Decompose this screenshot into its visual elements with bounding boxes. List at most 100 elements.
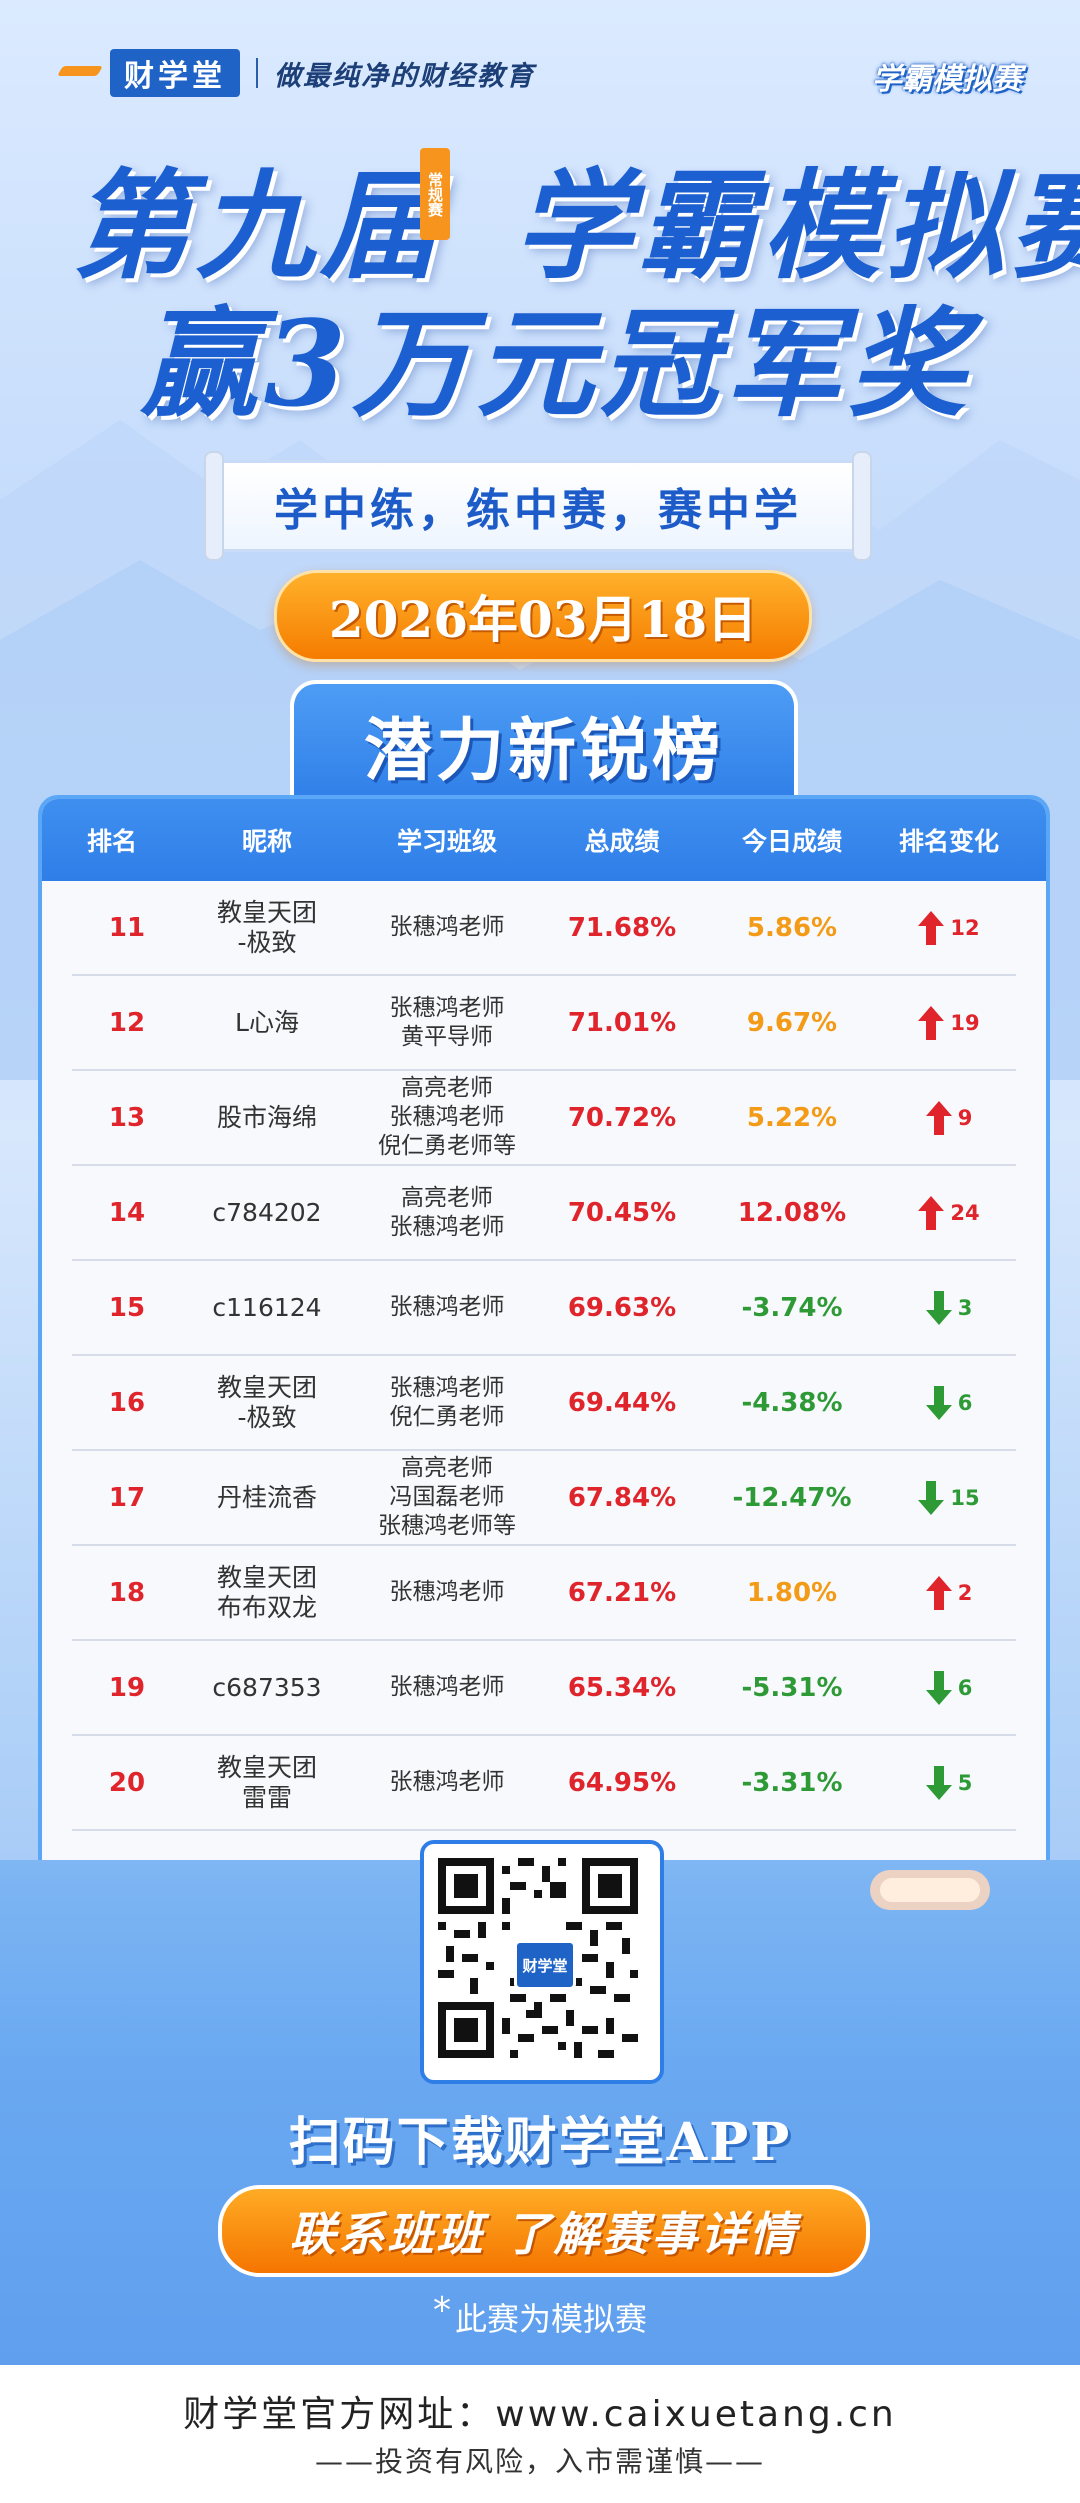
class-line: 黄平导师 (401, 1023, 493, 1050)
today-score-cell: -12.47% (732, 1482, 852, 1513)
rank-change-value: 5 (957, 1770, 973, 1795)
rank-change-value: 9 (957, 1105, 973, 1130)
total-score-cell: 71.01% (567, 1007, 677, 1038)
nickname-cell: 教皇天团 布布双龙 (182, 1563, 352, 1623)
total-score-cell: 69.63% (567, 1292, 677, 1323)
nickname-line: 丹桂流香 (216, 1482, 317, 1512)
rank-change-cell: 6 (882, 1385, 1016, 1420)
nickname-cell: 股市海绵 (182, 1103, 352, 1133)
rank-cell: 16 (108, 1387, 146, 1418)
nickname-cell: 教皇天团 -极致 (182, 1373, 352, 1433)
class-cell: 张穗鸿老师 (352, 1578, 542, 1607)
rank-change-value: 12 (950, 915, 980, 940)
total-score-cell: 71.68% (567, 912, 677, 943)
nickname-cell: 教皇天团 雷雷 (182, 1753, 352, 1813)
date-badge: 2026年03月18日 (274, 570, 812, 662)
nickname-line: 教皇天团 (216, 897, 317, 927)
class-cell: 张穗鸿老师 (352, 1673, 542, 1702)
scan-download-text: 扫码下载财学堂APP (288, 2112, 792, 2173)
total-score-cell: 70.45% (567, 1197, 677, 1228)
nickname-line: 教皇天团 (216, 1752, 317, 1782)
brand-slogan: 做最纯净的财经教育 (274, 60, 535, 92)
nickname-line: c687353 (212, 1672, 322, 1702)
class-cell: 高亮老师 冯国磊老师 张穗鸿老师等 (352, 1454, 542, 1541)
nickname-line: c116124 (212, 1292, 322, 1322)
today-score-cell: -3.31% (741, 1767, 843, 1798)
rank-change-cell: 12 (882, 910, 1016, 945)
class-line: 张穗鸿老师 (389, 1769, 505, 1795)
title-event-name: 学霸模拟赛 (514, 156, 1080, 295)
nickname-line: 教皇天团 (216, 1562, 317, 1592)
class-line: 高亮老师 (401, 1455, 493, 1481)
official-website[interactable]: 财学堂官方网址：www.caixuetang.cn (183, 2394, 897, 2435)
arrow-up-icon (918, 1195, 945, 1230)
today-score-cell: 5.22% (746, 1102, 838, 1133)
list-title: 潜力新锐榜 (290, 680, 798, 804)
rank-change-cell: 3 (882, 1290, 1016, 1325)
class-line: 张穗鸿老师 (389, 1579, 505, 1605)
table-row: 16 教皇天团 -极致 张穗鸿老师 倪仁勇老师 69.44% -4.38% 6 (72, 1356, 1016, 1451)
arrow-up-icon (925, 1100, 952, 1135)
table-row: 14 c784202 高亮老师 张穗鸿老师 70.45% 12.08% 24 (72, 1166, 1016, 1261)
class-cell: 张穗鸿老师 黄平导师 (352, 994, 542, 1052)
rank-cell: 18 (108, 1577, 146, 1608)
scroll-decoration-icon (870, 1870, 990, 1910)
total-score-cell: 64.95% (567, 1767, 677, 1798)
nickname-cell: c687353 (182, 1673, 352, 1703)
class-line: 倪仁勇老师 (389, 1403, 505, 1430)
event-title-line1: 第九届 学霸模拟赛 (72, 130, 1080, 301)
table-row: 11 教皇天团 -极致 张穗鸿老师 71.68% 5.86% 12 (72, 881, 1016, 976)
class-line: 张穗鸿老师 (389, 1374, 505, 1401)
nickname-line: 布布双龙 (216, 1592, 317, 1622)
today-score-cell: 1.80% (746, 1577, 838, 1608)
arrow-up-icon (918, 910, 945, 945)
rank-change-value: 3 (957, 1295, 973, 1320)
header-rank: 排名 (86, 827, 137, 856)
class-cell: 张穗鸿老师 (352, 1293, 542, 1322)
arrow-down-icon (925, 1765, 952, 1800)
header-class: 学习班级 (396, 827, 497, 856)
nickname-cell: c116124 (182, 1293, 352, 1323)
rank-change-value: 6 (957, 1675, 973, 1700)
risk-warning: ——投资有风险，入市需谨慎—— (314, 2445, 765, 2478)
nickname-cell: 丹桂流香 (182, 1483, 352, 1513)
total-score-cell: 69.44% (567, 1387, 677, 1418)
class-cell: 高亮老师 张穗鸿老师 倪仁勇老师等 (352, 1074, 542, 1161)
nickname-line: c784202 (212, 1197, 322, 1227)
download-qr-code[interactable]: 财学堂 (420, 1840, 664, 2084)
rank-change-cell: 6 (882, 1670, 1016, 1705)
table-row: 18 教皇天团 布布双龙 张穗鸿老师 67.21% 1.80% 2 (72, 1546, 1016, 1641)
nickname-line: -极致 (237, 927, 297, 957)
rank-change-cell: 2 (882, 1575, 1016, 1610)
header-change: 排名变化 (898, 827, 999, 856)
nickname-cell: 教皇天团 -极致 (182, 898, 352, 958)
rank-cell: 19 (108, 1672, 146, 1703)
rank-change-value: 2 (957, 1580, 973, 1605)
asterisk-icon: * (432, 2290, 451, 2331)
contact-button[interactable]: 联系班班 了解赛事详情 (218, 2185, 870, 2277)
brand-bar: 财学堂 做最纯净的财经教育 (60, 48, 535, 98)
rank-change-cell: 19 (882, 1005, 1016, 1040)
nickname-line: -极致 (237, 1402, 297, 1432)
rank-change-cell: 5 (882, 1765, 1016, 1800)
class-line: 高亮老师 (401, 1184, 493, 1211)
table-header: 排名 昵称 学习班级 总成绩 今日成绩 排名变化 (42, 799, 1046, 881)
rank-cell: 15 (108, 1292, 146, 1323)
brand-logo: 财学堂 (110, 49, 240, 97)
event-title-line2: 赢3万元冠军奖 (140, 294, 973, 433)
table-body: 11 教皇天团 -极致 张穗鸿老师 71.68% 5.86% 12 12 L心海 张穗鸿老师 黄平导… (42, 881, 1046, 1831)
table-row: 15 c116124 张穗鸿老师 69.63% -3.74% 3 (72, 1261, 1016, 1356)
class-cell: 张穗鸿老师 (352, 913, 542, 942)
divider (256, 58, 258, 88)
arrow-down-icon (925, 1290, 952, 1325)
table-row: 19 c687353 张穗鸿老师 65.34% -5.31% 6 (72, 1641, 1016, 1736)
nickname-cell: c784202 (182, 1198, 352, 1228)
simulation-note-text: 此赛为模拟赛 (454, 2300, 647, 2338)
class-line: 张穗鸿老师 (389, 914, 505, 940)
rank-cell: 14 (108, 1197, 146, 1228)
arrow-down-icon (918, 1480, 945, 1515)
class-line: 倪仁勇老师等 (378, 1133, 516, 1159)
header-today: 今日成绩 (741, 827, 842, 856)
class-line: 张穗鸿老师 (389, 1674, 505, 1700)
rank-cell: 12 (108, 1007, 146, 1038)
